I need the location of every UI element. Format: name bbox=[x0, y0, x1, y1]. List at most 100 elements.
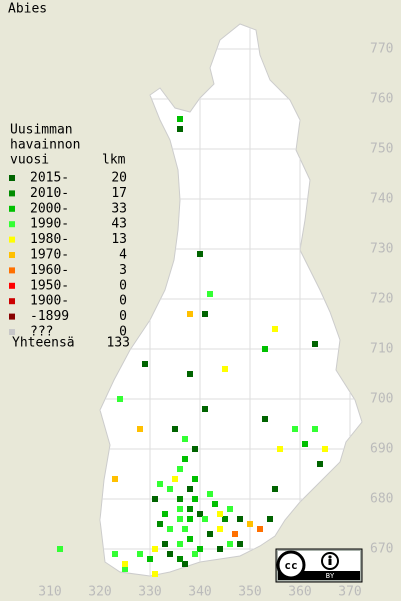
observation-square bbox=[177, 116, 183, 122]
observation-square bbox=[217, 511, 223, 517]
observation-square bbox=[262, 346, 268, 352]
legend-swatch bbox=[9, 221, 15, 228]
x-tick-label: 360 bbox=[288, 585, 311, 600]
observation-square bbox=[167, 526, 173, 532]
legend-label: ??? bbox=[30, 325, 53, 340]
legend-swatch bbox=[9, 298, 15, 305]
observation-square bbox=[317, 461, 323, 467]
observation-square bbox=[112, 476, 118, 482]
observation-square bbox=[237, 516, 243, 522]
total-label: Yhteensä bbox=[12, 336, 75, 351]
legend-swatch bbox=[9, 175, 15, 181]
observation-square bbox=[137, 426, 143, 432]
observation-square bbox=[272, 326, 278, 332]
observation-square bbox=[187, 486, 193, 492]
legend-count: 3 bbox=[119, 263, 127, 278]
observation-square bbox=[247, 521, 253, 527]
observation-square bbox=[187, 311, 193, 317]
observation-square bbox=[147, 556, 153, 562]
y-tick-label: 740 bbox=[370, 192, 393, 207]
legend-label: -1899 bbox=[30, 309, 69, 324]
observation-square bbox=[237, 541, 243, 547]
y-tick-label: 670 bbox=[370, 542, 393, 557]
observation-square bbox=[277, 446, 283, 452]
y-tick-label: 750 bbox=[370, 142, 393, 157]
observation-square bbox=[142, 361, 148, 367]
observation-square bbox=[202, 311, 208, 317]
x-tick-label: 320 bbox=[88, 585, 111, 600]
legend-count: 4 bbox=[119, 248, 127, 263]
legend-swatch bbox=[9, 313, 15, 320]
license-badge: cc BY bbox=[275, 548, 363, 583]
observation-square bbox=[122, 566, 128, 572]
observation-square bbox=[262, 416, 268, 422]
observation-square bbox=[162, 541, 168, 547]
y-tick-label: 720 bbox=[370, 292, 393, 307]
observation-square bbox=[267, 516, 273, 522]
observation-square bbox=[167, 551, 173, 557]
y-tick-label: 770 bbox=[370, 42, 393, 57]
license-text: BY bbox=[326, 572, 335, 580]
y-tick-label: 700 bbox=[370, 392, 393, 407]
legend-count: 33 bbox=[111, 201, 127, 216]
map-title: Abies bbox=[8, 2, 47, 17]
observation-square bbox=[202, 406, 208, 412]
observation-square bbox=[117, 396, 123, 402]
legend-count: 20 bbox=[111, 171, 127, 186]
observation-square bbox=[232, 531, 238, 537]
observation-square bbox=[182, 526, 188, 532]
legend-swatch bbox=[9, 329, 15, 335]
observation-square bbox=[177, 126, 183, 132]
legend-label: 2000- bbox=[30, 201, 69, 216]
observation-square bbox=[197, 511, 203, 517]
observation-square bbox=[177, 516, 183, 522]
legend-label: 2015- bbox=[30, 171, 69, 186]
observation-square bbox=[177, 556, 183, 562]
observation-square bbox=[157, 481, 163, 487]
observation-square bbox=[172, 476, 178, 482]
observation-square bbox=[217, 546, 223, 552]
observation-square bbox=[222, 366, 228, 372]
observation-square bbox=[207, 531, 213, 537]
legend-label: 1990- bbox=[30, 217, 69, 232]
legend-swatch bbox=[9, 252, 15, 258]
x-tick-label: 340 bbox=[188, 585, 211, 600]
observation-square bbox=[312, 341, 318, 347]
map-land bbox=[99, 23, 363, 577]
observation-square bbox=[322, 446, 328, 452]
legend-count: 0 bbox=[119, 278, 127, 293]
legend-count: 0 bbox=[119, 294, 127, 309]
observation-square bbox=[162, 511, 168, 517]
y-tick-label: 760 bbox=[370, 92, 393, 107]
legend-count: 43 bbox=[111, 217, 127, 232]
legend-count-header: lkm bbox=[102, 153, 126, 168]
observation-square bbox=[202, 516, 208, 522]
observation-square bbox=[192, 476, 198, 482]
legend-title: vuosi bbox=[10, 153, 49, 168]
observation-square bbox=[207, 291, 213, 297]
observation-square bbox=[187, 506, 193, 512]
observation-square bbox=[167, 486, 173, 492]
y-tick-label: 690 bbox=[370, 442, 393, 457]
observation-square bbox=[177, 506, 183, 512]
observation-square bbox=[122, 561, 128, 567]
legend-label: 2010- bbox=[30, 186, 69, 201]
observation-square bbox=[152, 546, 158, 552]
observation-square bbox=[312, 426, 318, 432]
observation-square bbox=[192, 551, 198, 557]
observation-square bbox=[57, 546, 63, 552]
observation-square bbox=[272, 486, 278, 492]
legend-swatch bbox=[9, 267, 15, 274]
observation-square bbox=[192, 446, 198, 452]
x-tick-label: 350 bbox=[238, 585, 261, 600]
observation-square bbox=[192, 496, 198, 502]
observation-square bbox=[187, 371, 193, 377]
legend-label: 1900- bbox=[30, 294, 69, 309]
observation-square bbox=[182, 456, 188, 462]
observation-square bbox=[292, 426, 298, 432]
legend-count: 0 bbox=[119, 325, 127, 340]
observation-square bbox=[207, 491, 213, 497]
total-count: 133 bbox=[107, 336, 130, 351]
observation-square bbox=[172, 426, 178, 432]
cc-logo: cc bbox=[284, 559, 297, 572]
